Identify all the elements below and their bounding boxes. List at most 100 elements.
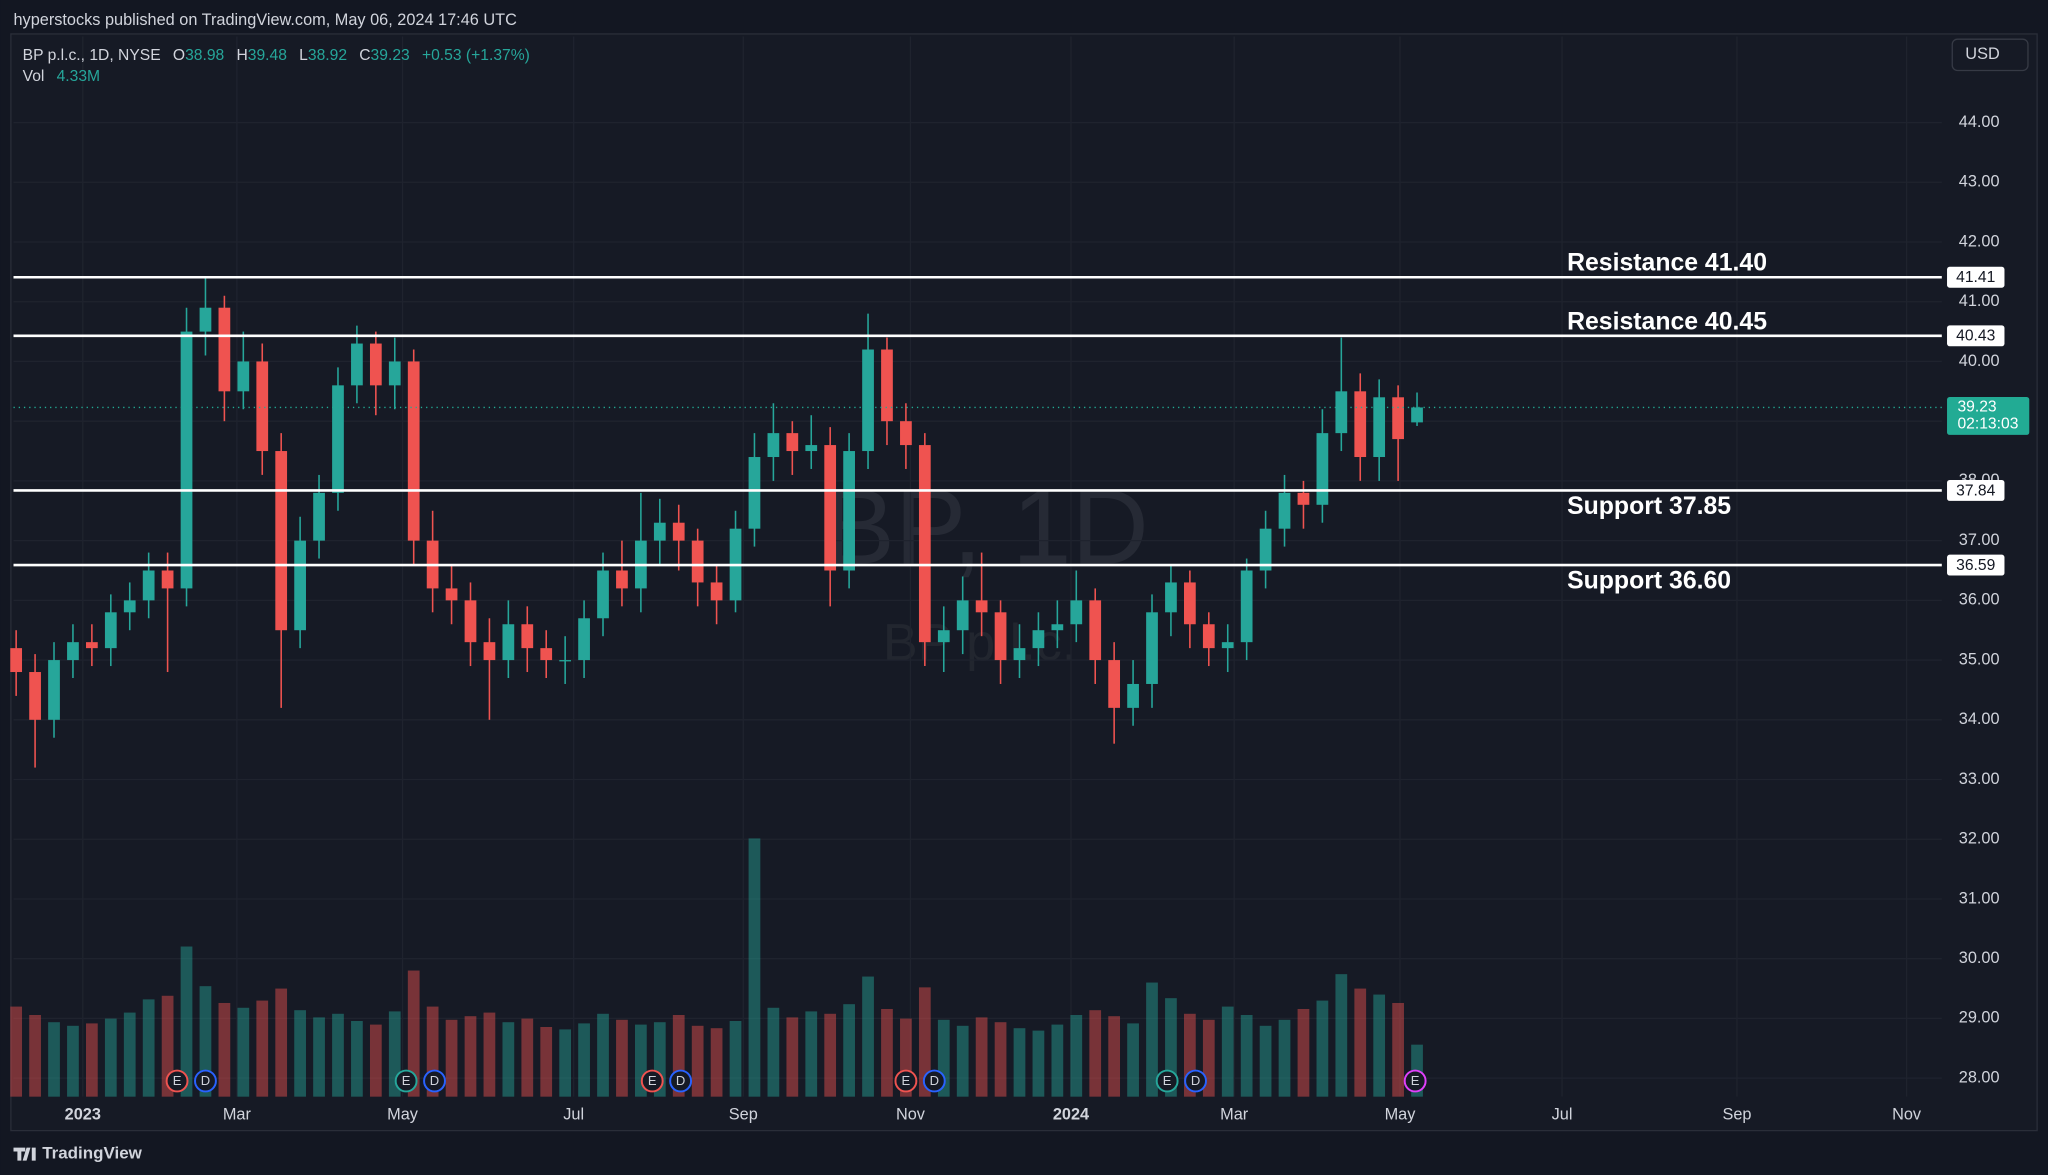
- candle-body: [464, 600, 477, 643]
- volume-bar: [161, 995, 174, 1097]
- volume-bar: [502, 1022, 515, 1097]
- volume-bar: [1165, 998, 1177, 1097]
- volume-bar: [123, 1012, 136, 1097]
- y-tick-label: 30.00: [1959, 949, 2000, 967]
- candle-body: [29, 672, 41, 720]
- x-tick-label: Nov: [896, 1105, 926, 1123]
- event-label: E: [1163, 1073, 1172, 1088]
- candle-body: [843, 451, 855, 571]
- volume-bar: [748, 838, 761, 1097]
- volume-bar: [786, 1017, 799, 1097]
- event-marker: [669, 1069, 693, 1093]
- event-marker: [423, 1069, 446, 1093]
- candle-body: [1278, 492, 1291, 529]
- volume-bar: [956, 1025, 969, 1097]
- candle-body: [351, 343, 363, 386]
- vol-label: Vol: [23, 68, 45, 85]
- event-label: D: [1191, 1073, 1200, 1088]
- candle-body: [994, 612, 1007, 661]
- volume-bar: [445, 1019, 458, 1097]
- event-label: D: [930, 1073, 939, 1088]
- x-tick-label: 2024: [1053, 1105, 1089, 1123]
- volume-bar: [862, 976, 874, 1097]
- candle-body: [672, 522, 685, 541]
- volume-bar: [1146, 982, 1158, 1097]
- currency-button[interactable]: [1951, 38, 2029, 72]
- volume-bar: [1240, 1014, 1253, 1097]
- vol-value: 4.33M: [57, 68, 101, 85]
- volume-bar: [332, 1013, 344, 1097]
- volume-bar: [256, 1000, 269, 1097]
- volume-bar: [1108, 1016, 1121, 1097]
- level-badge: [1947, 554, 2005, 576]
- candle-body: [1108, 660, 1121, 708]
- candle-body: [597, 570, 609, 619]
- volume-bar: [351, 1020, 363, 1097]
- volume-bar: [1335, 974, 1348, 1097]
- watermark-subtitle: BP p.l.c.: [883, 614, 1077, 672]
- c-label: C: [359, 47, 370, 64]
- volume-bar: [540, 1027, 553, 1097]
- candle-body: [369, 343, 382, 386]
- candle-body: [218, 307, 231, 392]
- candle-body: [1259, 528, 1272, 571]
- y-tick-label: 31.00: [1959, 889, 2000, 907]
- event-marker: [194, 1069, 217, 1093]
- volume-bar: [672, 1014, 685, 1097]
- volume-bar: [1316, 1000, 1329, 1097]
- level-badge-label: 41.41: [1956, 269, 1995, 286]
- event-marker: [1184, 1069, 1207, 1093]
- candle-body: [502, 624, 515, 661]
- candle-body: [294, 540, 306, 631]
- candle-body: [1013, 648, 1026, 661]
- candle-body: [332, 385, 344, 493]
- volume-bar: [67, 1025, 79, 1097]
- candle-body: [1354, 391, 1367, 458]
- candle-body: [975, 600, 988, 613]
- candle-body: [1373, 397, 1386, 458]
- volume-bar: [710, 1028, 723, 1097]
- volume-bar: [900, 1018, 912, 1097]
- x-tick-label: Nov: [1892, 1105, 1922, 1123]
- level-badge: [1947, 266, 2005, 288]
- last-price-label: 39.23: [1957, 399, 1996, 416]
- countdown: 02:13:03: [1957, 416, 2018, 433]
- y-tick-label: 40.00: [1959, 352, 2000, 370]
- candle-body: [1221, 642, 1234, 649]
- x-tick-label: Mar: [1220, 1105, 1249, 1123]
- y-tick-label: 29.00: [1959, 1009, 2000, 1027]
- y-tick-label: 33.00: [1959, 770, 2000, 788]
- legend-ohlc: BP p.l.c., 1D, NYSE O38.98 H39.48 L38.92…: [23, 47, 530, 64]
- y-tick-label: 36.00: [1959, 591, 2000, 609]
- candle-body: [1202, 624, 1215, 649]
- x-tick-label: Sep: [729, 1105, 758, 1123]
- volume-bar: [1373, 994, 1386, 1097]
- overlay: E D E D E D E D E D E Resistance 41.40 41.41 Resistan…: [13, 250, 2030, 1093]
- candle-body: [786, 433, 799, 452]
- x-tick-label: 2023: [65, 1105, 101, 1123]
- candle-body: [824, 445, 837, 571]
- volume-bar: [881, 1008, 893, 1097]
- candle-body: [161, 570, 174, 589]
- candle-body: [1165, 582, 1177, 613]
- volume-bar: [635, 1024, 647, 1097]
- volume-bar: [597, 1013, 609, 1097]
- volume-bar: [1354, 988, 1367, 1097]
- volume-bar: [426, 1006, 439, 1097]
- event-marker: [1403, 1069, 1427, 1093]
- y-tick-label: 37.00: [1959, 531, 2000, 549]
- c-value: 39.23: [371, 47, 410, 64]
- symbol: BP p.l.c., 1D, NYSE: [23, 47, 161, 64]
- volume-bar: [1184, 1013, 1196, 1097]
- event-label: E: [648, 1073, 657, 1088]
- y-tick-label: 34.00: [1959, 710, 2000, 728]
- candle-body: [1127, 683, 1139, 708]
- volume-bar: [616, 1019, 628, 1097]
- volume-bar: [407, 970, 420, 1097]
- currency[interactable]: USD: [1965, 45, 1999, 63]
- candle-body: [748, 457, 761, 529]
- event-marker: [1155, 1069, 1179, 1093]
- x-tick-label: May: [1385, 1105, 1417, 1123]
- x-tick-label: Mar: [223, 1105, 252, 1123]
